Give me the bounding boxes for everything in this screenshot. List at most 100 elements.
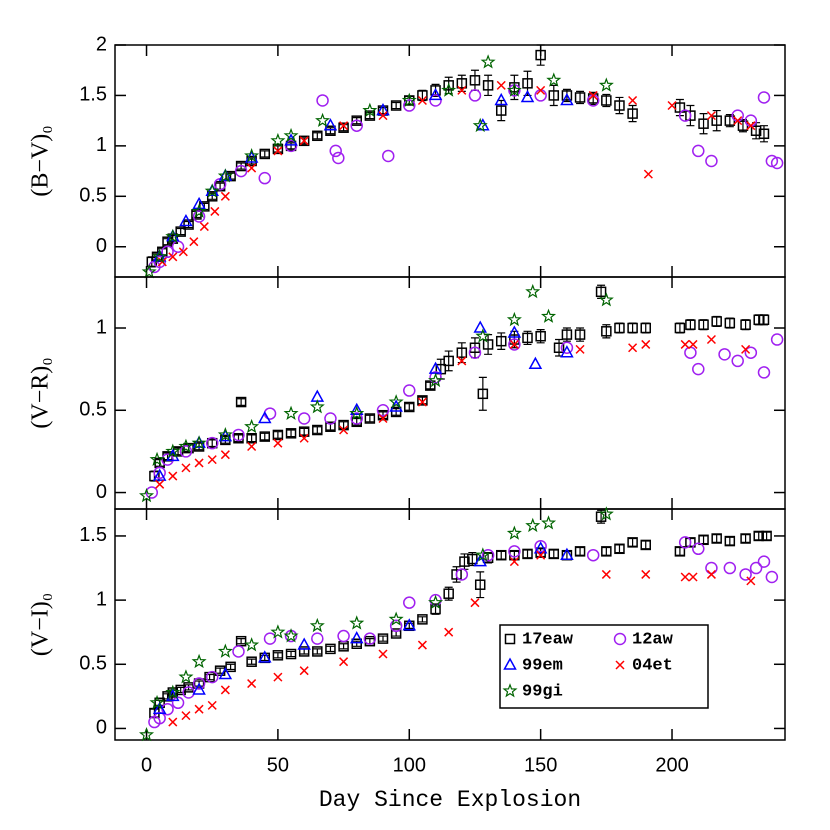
square-marker: [474, 579, 486, 590]
error-bar: [418, 89, 427, 102]
legend-label: 99em: [522, 656, 563, 675]
triangle-marker: [323, 118, 338, 131]
error-bar: [326, 127, 335, 135]
cross-marker: [178, 247, 188, 257]
cross-marker: [628, 95, 638, 106]
star-marker: [178, 669, 194, 684]
error-bar: [497, 550, 506, 560]
circle-marker: [324, 412, 337, 425]
cross-marker: [641, 339, 651, 349]
cross-marker: [588, 90, 598, 100]
triangle-marker: [349, 631, 364, 644]
star-marker: [165, 228, 181, 244]
square-marker: [753, 530, 764, 542]
square-marker: [325, 421, 336, 432]
star-marker: [217, 643, 233, 658]
square-marker: [417, 614, 428, 625]
circle-marker: [534, 89, 547, 102]
cross-marker: [509, 557, 519, 567]
square-marker: [495, 105, 507, 116]
square-marker: [685, 110, 696, 121]
cross-marker: [207, 700, 217, 710]
square-marker: [553, 342, 565, 354]
square-marker: [627, 108, 638, 119]
star-marker: [165, 684, 181, 699]
star-marker: [217, 427, 233, 442]
star-marker: [388, 394, 404, 409]
square-marker: [698, 118, 709, 129]
star-marker: [506, 525, 522, 540]
error-bar: [523, 549, 532, 559]
triangle-marker: [179, 213, 193, 227]
error-bar: [237, 398, 246, 406]
star-marker: [428, 594, 444, 610]
square-marker: [259, 148, 271, 160]
triangle-marker: [166, 229, 180, 242]
error-bar: [712, 109, 721, 132]
triangle-marker: [494, 92, 509, 106]
square-marker: [753, 314, 764, 326]
cross-marker: [168, 717, 178, 727]
cross-marker: [444, 627, 454, 637]
square-marker: [390, 100, 402, 111]
error-bar: [628, 322, 637, 334]
square-marker: [614, 322, 625, 334]
plot-frame: [114, 276, 786, 510]
error-bar: [686, 319, 695, 331]
error-bar: [536, 44, 545, 66]
square-marker: [601, 546, 612, 557]
error-bar: [712, 315, 721, 327]
error-bar: [759, 314, 768, 326]
y-tick-label: 0.5: [79, 653, 107, 675]
star-marker: [141, 264, 157, 279]
plot-frame: [114, 44, 786, 278]
circle-marker: [376, 404, 390, 417]
y-tick-label: 1.5: [79, 524, 107, 546]
y-tick-label: 0.5: [79, 399, 107, 421]
square-marker: [469, 75, 481, 86]
x-tick-label: 200: [655, 754, 688, 776]
cross-marker: [628, 343, 638, 353]
error-bar: [313, 132, 322, 140]
circle-marker: [234, 164, 248, 178]
square-marker: [482, 80, 494, 91]
square-marker: [674, 322, 686, 334]
circle-marker: [468, 89, 482, 102]
square-marker: [495, 335, 507, 347]
cross-marker: [417, 640, 427, 650]
square-marker: [390, 406, 402, 418]
square-marker: [601, 326, 612, 337]
cross-marker: [378, 413, 388, 424]
cross-marker: [417, 95, 427, 106]
circle-marker: [192, 210, 206, 223]
cross-marker: [575, 344, 585, 354]
error-bar: [741, 534, 750, 543]
cross-marker: [746, 121, 756, 131]
square-marker: [627, 322, 638, 334]
circle-marker: [403, 99, 416, 112]
star-marker: [309, 399, 325, 414]
square-marker: [259, 431, 271, 442]
square-marker: [325, 643, 336, 655]
triangle-marker: [473, 554, 487, 567]
square-marker: [698, 319, 709, 330]
cross-marker: [210, 206, 220, 216]
cross-marker: [706, 334, 716, 345]
square-marker: [246, 656, 257, 667]
square-marker: [758, 314, 770, 326]
square-marker: [750, 125, 762, 136]
circle-marker: [389, 619, 403, 633]
error-bar: [379, 635, 387, 642]
square-marker: [183, 682, 194, 693]
cross-marker: [688, 572, 698, 582]
square-marker: [740, 533, 751, 544]
circle-marker: [508, 338, 521, 351]
cross-marker: [378, 649, 388, 659]
cross-marker: [457, 85, 467, 95]
circle-marker: [770, 333, 784, 346]
square-marker: [443, 80, 454, 91]
square-marker: [724, 535, 736, 547]
star-marker: [165, 443, 181, 458]
circle-marker: [258, 171, 272, 185]
